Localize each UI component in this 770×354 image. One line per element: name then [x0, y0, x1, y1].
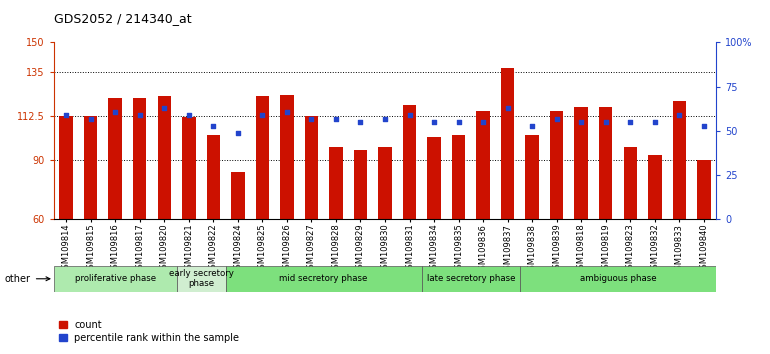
Bar [231, 172, 245, 219]
Point [182, 112, 195, 118]
Bar [697, 160, 711, 219]
Text: GDS2052 / 214340_at: GDS2052 / 214340_at [54, 12, 192, 25]
Bar [672, 102, 686, 219]
Point [673, 112, 685, 118]
Point [526, 123, 538, 129]
Point [648, 119, 661, 125]
Bar [158, 96, 171, 219]
Point [624, 119, 637, 125]
Point [354, 119, 367, 125]
Point [256, 112, 269, 118]
Point [330, 116, 342, 121]
Bar [378, 147, 392, 219]
Bar [206, 135, 220, 219]
Text: proliferative phase: proliferative phase [75, 274, 156, 283]
Point [232, 130, 244, 136]
Bar [59, 116, 73, 219]
Bar [226, 266, 422, 292]
Bar [403, 105, 417, 219]
Bar [133, 98, 146, 219]
Point [109, 109, 122, 114]
Bar [624, 147, 637, 219]
Bar [54, 266, 176, 292]
Bar [550, 111, 564, 219]
Point [281, 109, 293, 114]
Bar [84, 116, 98, 219]
Bar [525, 135, 539, 219]
Point [403, 112, 416, 118]
Bar [109, 98, 122, 219]
Point [158, 105, 170, 111]
Point [698, 123, 710, 129]
Bar [501, 68, 514, 219]
Text: early secretory
phase: early secretory phase [169, 269, 233, 289]
Point [551, 116, 563, 121]
Bar [427, 137, 440, 219]
Legend: count, percentile rank within the sample: count, percentile rank within the sample [59, 320, 239, 343]
Bar [648, 155, 661, 219]
Point [453, 119, 465, 125]
Bar [305, 116, 318, 219]
Bar [599, 107, 612, 219]
Bar [452, 135, 465, 219]
Text: other: other [5, 274, 50, 284]
Bar [330, 147, 343, 219]
Bar [256, 96, 270, 219]
Point [60, 112, 72, 118]
Bar [182, 117, 196, 219]
Point [600, 119, 612, 125]
Bar [574, 107, 588, 219]
Bar [280, 95, 293, 219]
Point [379, 116, 391, 121]
Text: late secretory phase: late secretory phase [427, 274, 515, 283]
Text: mid secretory phase: mid secretory phase [280, 274, 368, 283]
Point [305, 116, 317, 121]
Point [575, 119, 588, 125]
Bar [422, 266, 520, 292]
Point [133, 112, 146, 118]
Bar [520, 266, 716, 292]
Text: ambiguous phase: ambiguous phase [580, 274, 656, 283]
Bar [353, 150, 367, 219]
Bar [176, 266, 226, 292]
Bar [477, 111, 490, 219]
Point [477, 119, 489, 125]
Point [501, 105, 514, 111]
Point [207, 123, 219, 129]
Point [85, 116, 97, 121]
Point [428, 119, 440, 125]
